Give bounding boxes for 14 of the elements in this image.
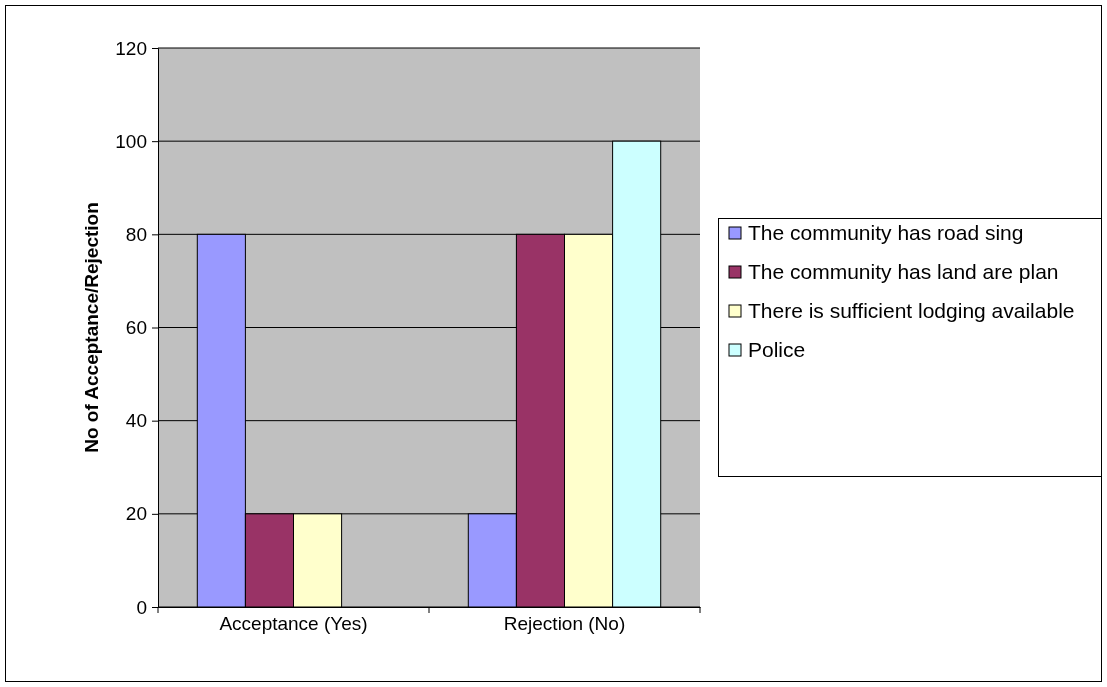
y-tick-label: 20 bbox=[125, 503, 147, 525]
legend-label: There is sufficient lodging available bbox=[748, 299, 1075, 322]
legend-label: The community has road sing bbox=[748, 221, 1024, 244]
y-tick-label: 100 bbox=[115, 130, 147, 152]
y-tick-label: 0 bbox=[136, 596, 147, 618]
y-tick-label: 120 bbox=[115, 37, 147, 59]
x-tick-label: Acceptance (Yes) bbox=[219, 613, 368, 634]
y-tick-label: 80 bbox=[125, 223, 147, 245]
y-tick-label: 40 bbox=[125, 410, 147, 432]
y-tick-label: 60 bbox=[125, 317, 147, 339]
x-tick-label: Rejection (No) bbox=[503, 613, 626, 634]
legend-label: Police bbox=[748, 338, 806, 361]
y-axis-title: No of Acceptance/Rejection bbox=[81, 202, 102, 453]
legend-label: The community has land are plan bbox=[748, 260, 1059, 283]
